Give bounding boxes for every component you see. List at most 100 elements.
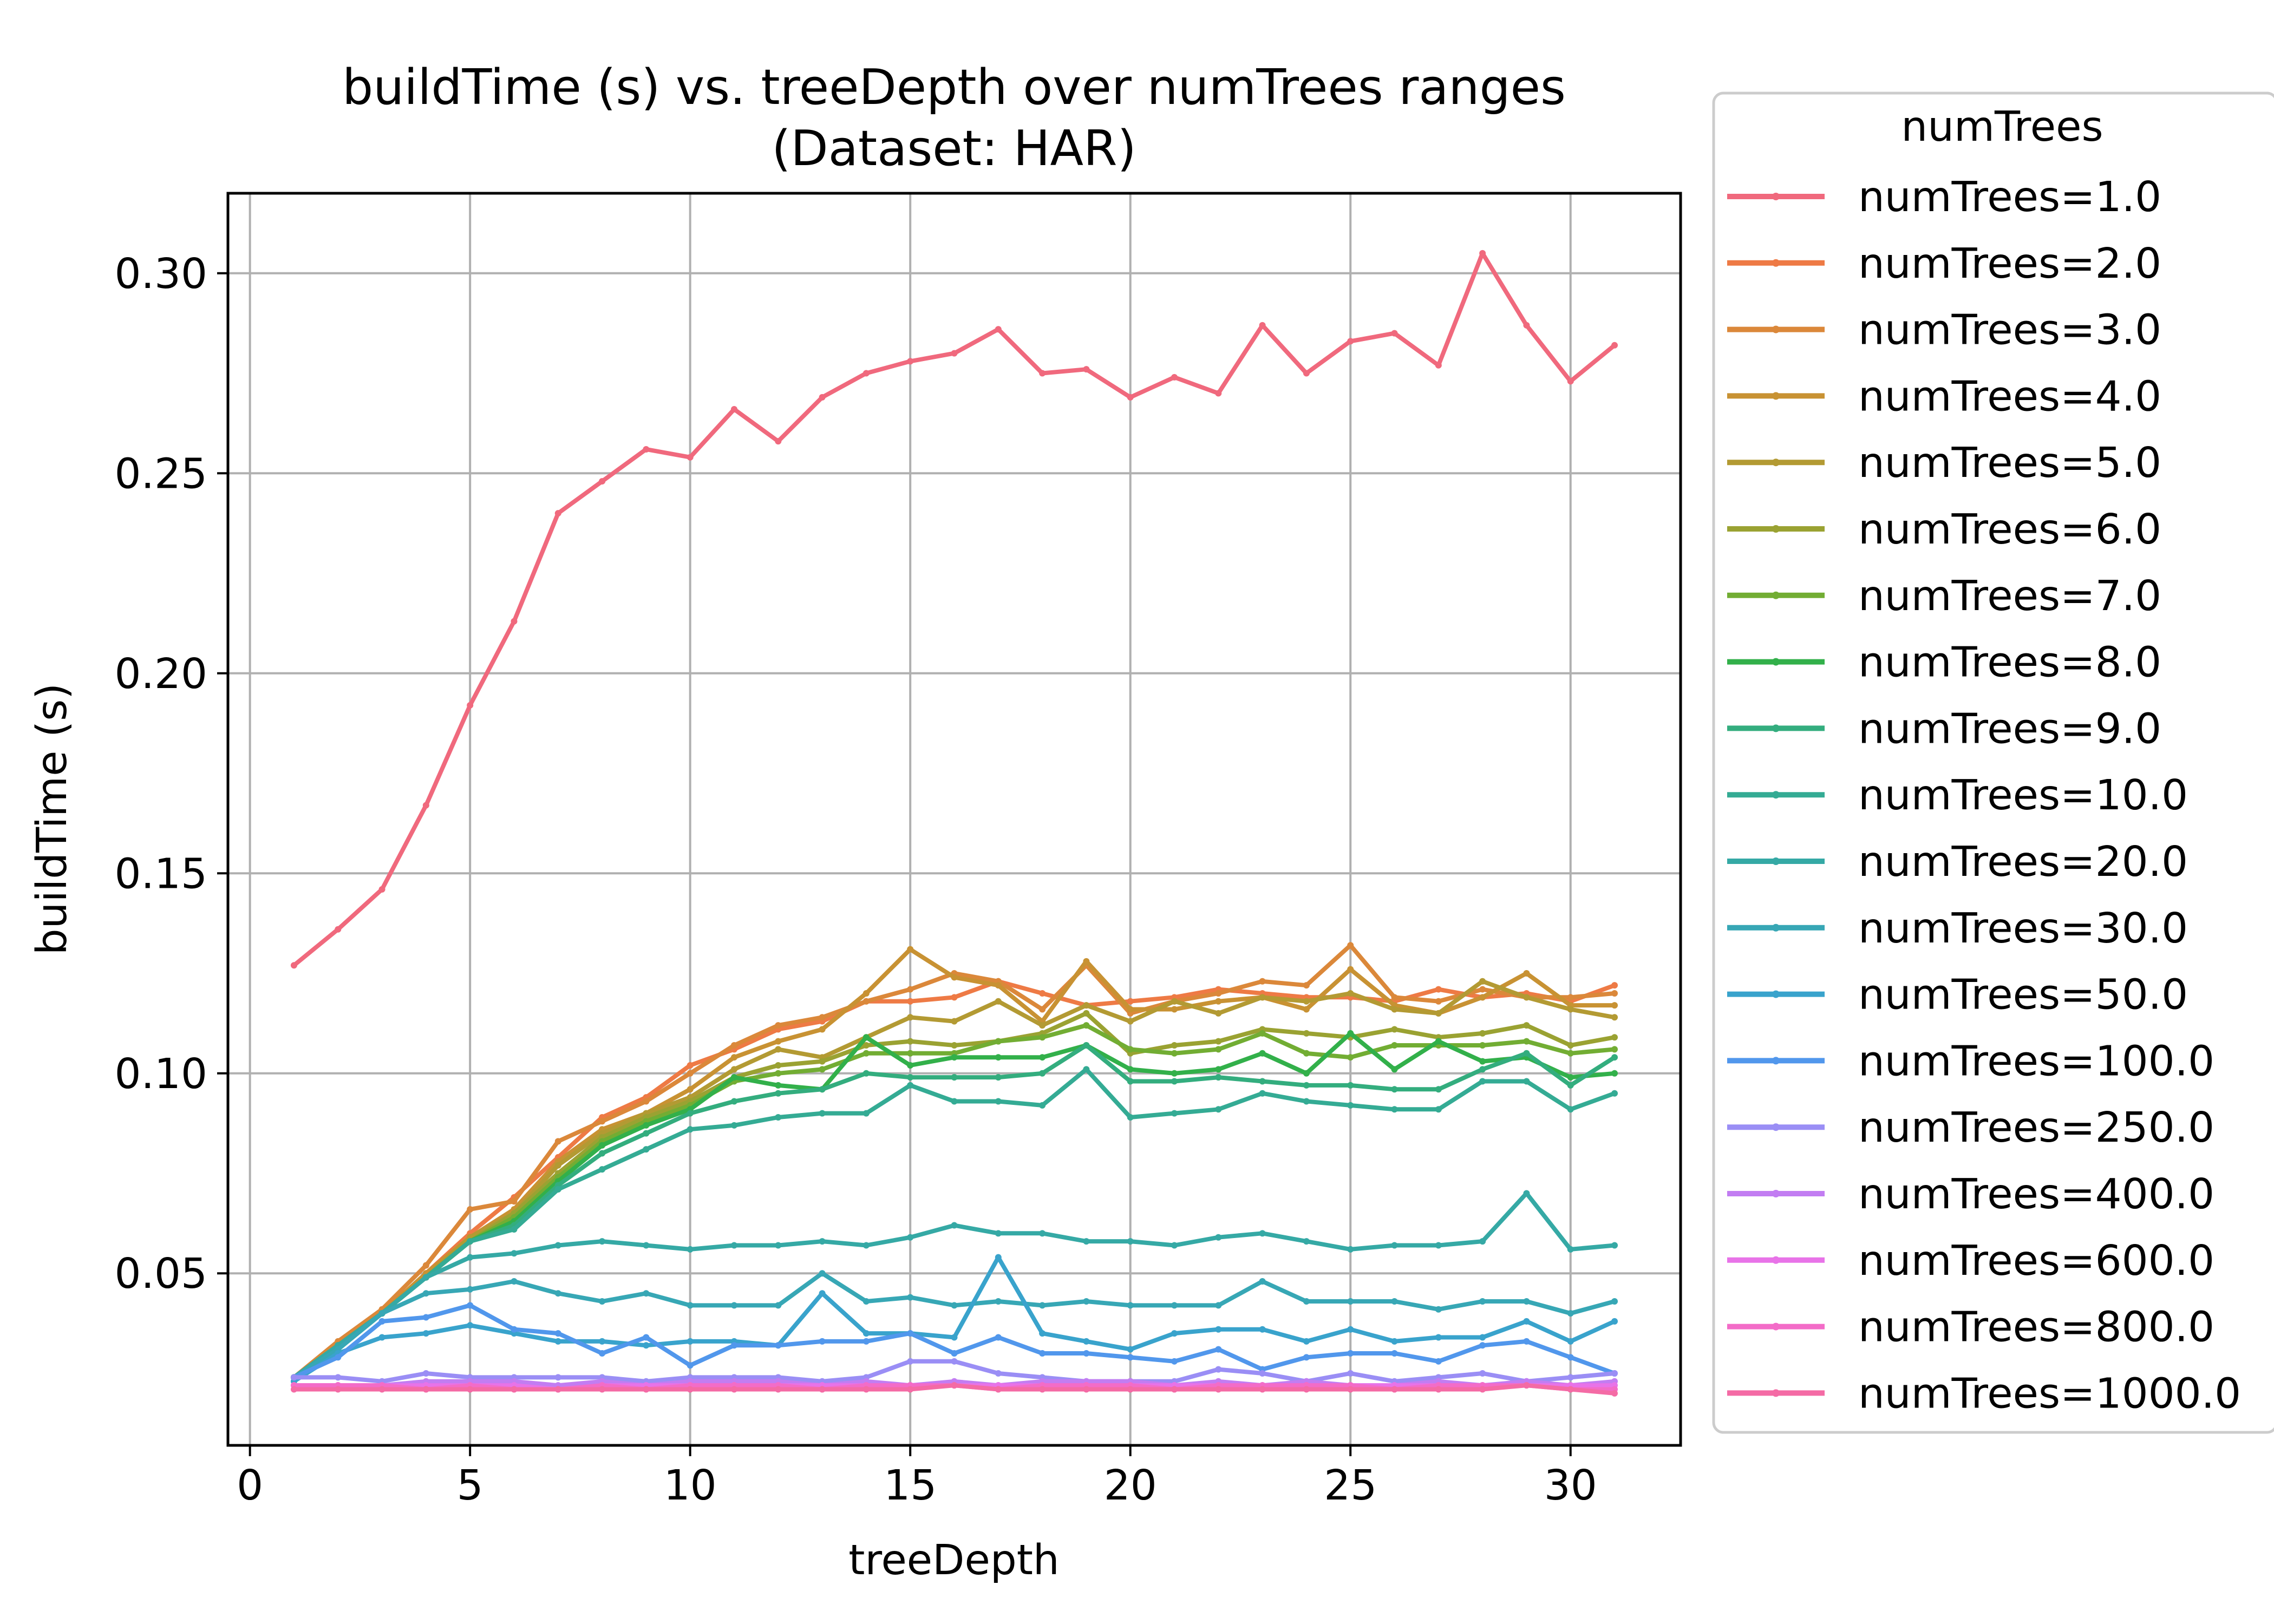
data-point [1215,1106,1222,1113]
x-tick-label: 0 [237,1462,263,1510]
data-point [1435,1386,1442,1393]
data-point [1435,1242,1442,1249]
data-point [554,1242,561,1249]
data-point [1479,1370,1486,1377]
legend-marker [1772,990,1780,998]
legend-item: numTrees=2.0 [1727,240,2161,288]
data-point [1127,1302,1134,1309]
data-point [687,1086,694,1093]
data-point [511,1198,518,1205]
data-point [290,962,297,969]
data-point [1259,994,1266,1001]
data-point [1391,1086,1398,1093]
data-point [775,1046,782,1053]
data-point [1523,970,1530,977]
data-point [1611,990,1618,997]
data-point [1127,1046,1134,1053]
data-point [862,1110,870,1117]
data-point [467,1254,474,1261]
data-point [907,1062,914,1069]
data-point [730,1042,737,1049]
data-point [1127,394,1134,401]
data-point [1611,342,1618,349]
data-point [862,1338,870,1345]
data-point [1567,994,1574,1001]
data-point [1083,1022,1090,1029]
data-point [290,1386,297,1393]
series-13 [290,1254,1618,1385]
data-point [378,886,385,893]
data-point [378,1318,385,1325]
data-point [1611,1014,1618,1021]
data-point [1523,1382,1530,1389]
data-point [1479,250,1486,257]
legend-items: numTrees=1.0 numTrees=2.0 numTrees=3.0 numT… [1727,173,2241,1418]
data-point [1567,1082,1574,1089]
data-point [511,1250,518,1257]
data-point [1567,1246,1574,1253]
data-point [1435,1038,1442,1045]
data-point [643,1242,650,1249]
data-point [995,1054,1002,1061]
data-point [862,370,870,377]
data-point [1171,1042,1178,1049]
data-point [1479,986,1486,993]
data-point [1039,1034,1046,1041]
data-point [1303,370,1310,377]
legend-marker [1772,325,1780,333]
data-point [730,1054,737,1061]
data-point [1039,1102,1046,1109]
data-point [951,1074,958,1081]
data-point [907,1294,914,1301]
legend-label: numTrees=9.0 [1858,705,2161,753]
data-point [1303,1070,1310,1077]
data-point [1215,1234,1222,1241]
x-tick-label: 5 [457,1462,483,1510]
legend-label: numTrees=1000.0 [1858,1370,2241,1418]
data-point [907,998,914,1005]
data-point [1611,1370,1618,1377]
data-point [1567,1310,1574,1317]
data-point [1567,1354,1574,1361]
data-point [995,1254,1002,1261]
data-point [1391,1350,1398,1357]
data-point [1303,1082,1310,1089]
data-point [1611,982,1618,989]
data-point [643,1130,650,1137]
data-point [1171,1386,1178,1393]
data-point [1215,998,1222,1005]
data-point [554,1374,561,1381]
data-point [775,438,782,445]
data-point [1347,1246,1354,1253]
data-point [907,986,914,993]
data-point [1215,990,1222,997]
data-point [511,1326,518,1333]
legend-label: numTrees=250.0 [1858,1104,2214,1152]
data-point [599,1386,606,1393]
data-point [599,1150,606,1157]
data-point [1039,370,1046,377]
data-point [995,1038,1002,1045]
data-point [643,1386,650,1393]
data-point [1215,1066,1222,1073]
data-point [1611,1070,1618,1077]
data-point [1347,942,1354,949]
legend-marker [1772,525,1780,533]
data-point [1435,986,1442,993]
data-point [1083,1298,1090,1305]
data-point [1127,998,1134,1005]
legend-item: numTrees=50.0 [1727,971,2188,1019]
data-point [467,1286,474,1293]
legend-label: numTrees=800.0 [1858,1304,2214,1352]
data-point [907,1330,914,1337]
data-point [554,1162,561,1169]
data-point [1303,1238,1310,1245]
data-point [819,394,826,401]
data-point [1347,1298,1354,1305]
legend-marker [1772,459,1780,467]
data-point [643,1146,650,1153]
data-point [599,1298,606,1305]
data-point [467,1238,474,1245]
data-point [951,1302,958,1309]
legend-marker [1772,591,1780,599]
